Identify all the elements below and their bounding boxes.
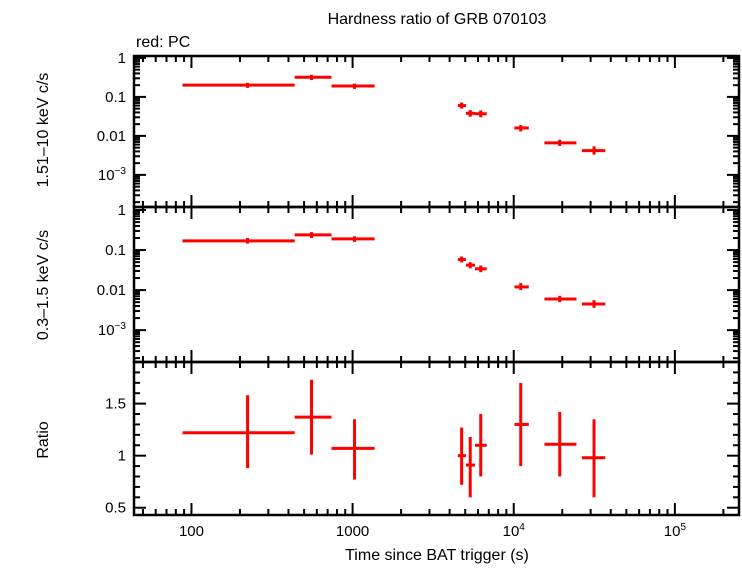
- y-tick-label: 1: [118, 50, 126, 67]
- y-axis-label-hard: 1.51–10 keV c/s: [35, 73, 52, 188]
- panel-frame-2: [132, 360, 741, 517]
- x-tick-label: 105: [664, 522, 687, 540]
- x-tick-label: 100: [179, 523, 204, 540]
- x-tick-label: 104: [503, 522, 526, 540]
- chart-subtitle: red: PC: [136, 34, 190, 51]
- y-tick-label: 0.1: [105, 89, 126, 106]
- chart-title: Hardness ratio of GRB 070103: [328, 11, 547, 28]
- y-tick-label: 1: [118, 202, 126, 219]
- y-tick-label: 1.5: [105, 396, 126, 413]
- y-tick-label: 0.01: [97, 282, 126, 299]
- y-tick-label: 10−3: [98, 321, 127, 339]
- y-axis-label-soft: 0.3–1.5 keV c/s: [35, 230, 52, 340]
- y-tick-label: 10−3: [98, 166, 127, 184]
- panel-frame-1: [132, 205, 741, 364]
- y-axis-label-ratio: Ratio: [35, 421, 52, 458]
- y-tick-label: 1: [118, 448, 126, 465]
- y-tick-label: 0.5: [105, 500, 126, 517]
- x-axis-label: Time since BAT trigger (s): [345, 547, 529, 564]
- x-tick-label: 1000: [336, 523, 369, 540]
- y-tick-label: 0.01: [97, 128, 126, 145]
- y-tick-label: 0.1: [105, 242, 126, 259]
- panel-frame-0: [132, 54, 741, 209]
